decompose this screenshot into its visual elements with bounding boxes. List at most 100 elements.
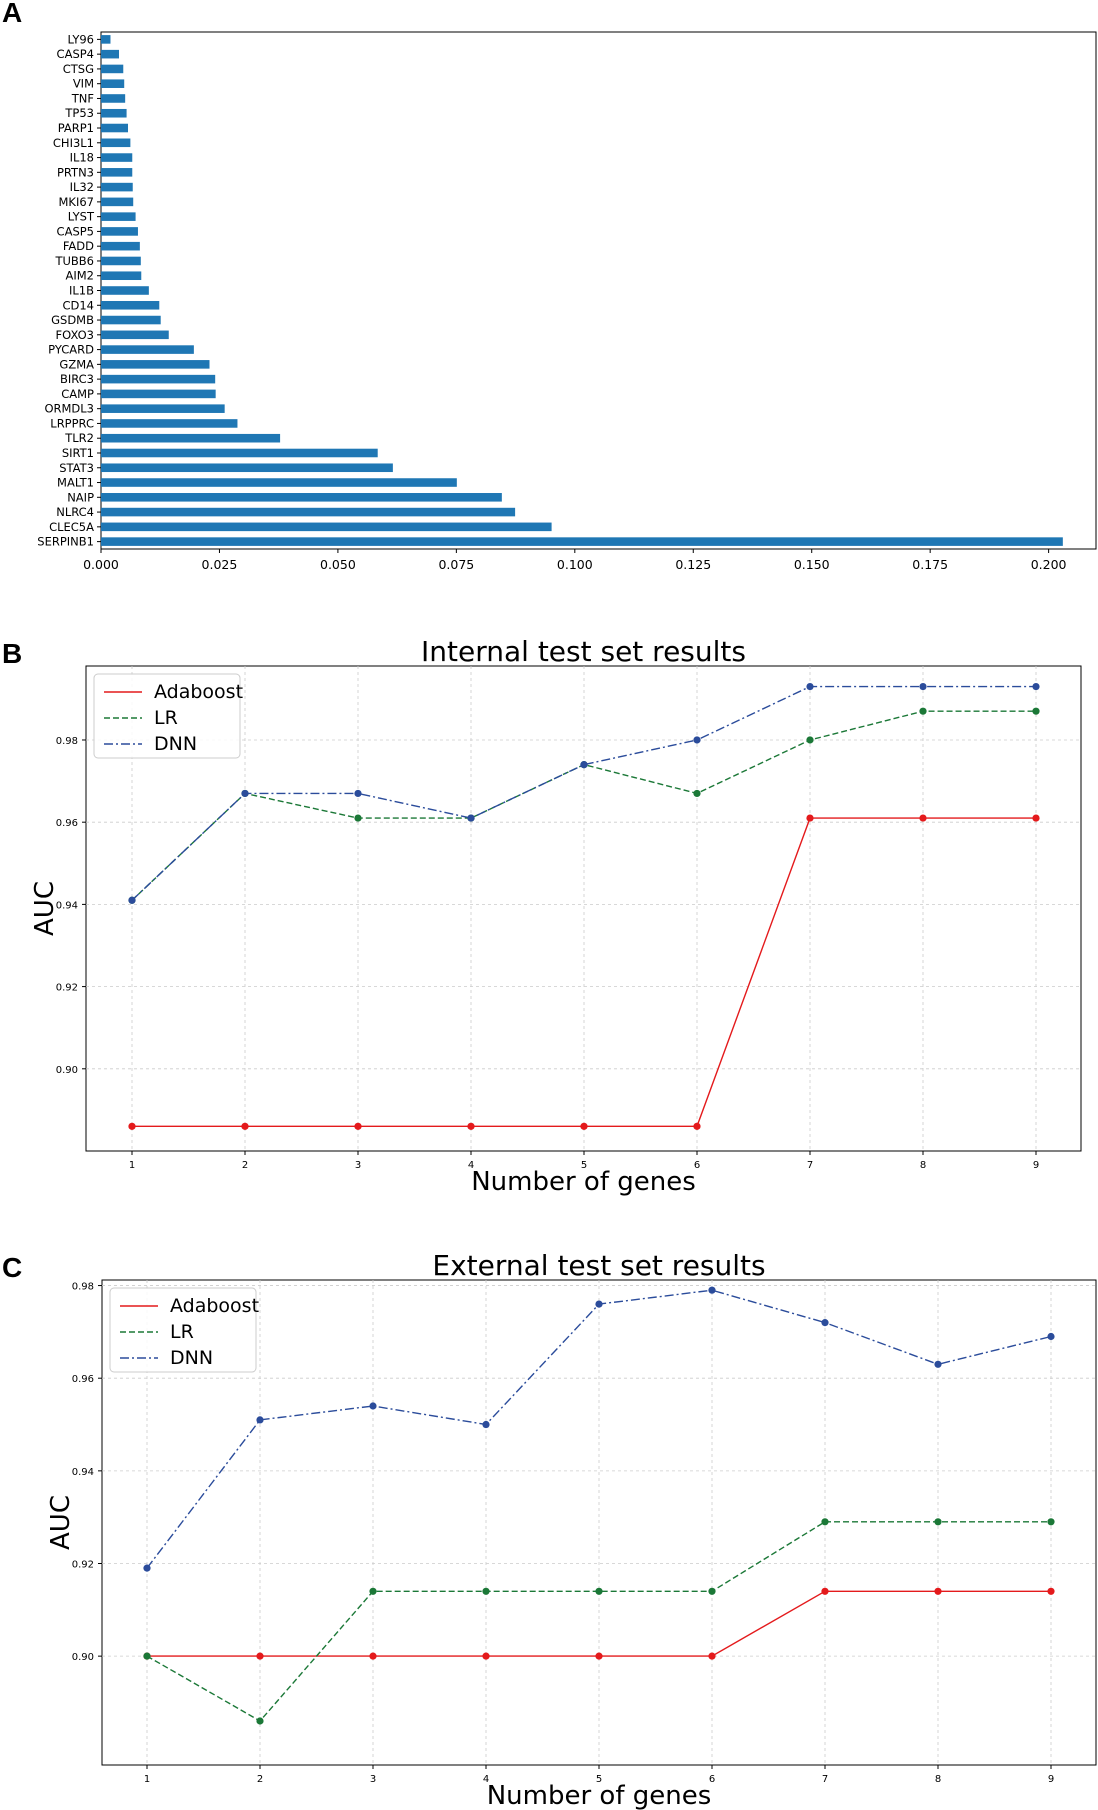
y-axis-label: AUC <box>30 881 60 936</box>
x-axis-label: Number of genes <box>487 1781 712 1810</box>
data-point-adaboost <box>482 1652 490 1660</box>
feature-importance-chart: LY96CASP4CTSGVIMTNFTP53PARP1CHI3L1IL18PR… <box>37 31 1097 572</box>
data-point-lr <box>821 1518 829 1526</box>
bar-sirt1 <box>101 448 378 458</box>
data-point-adaboost <box>369 1652 377 1660</box>
x-tick-label: 1 <box>144 1774 150 1785</box>
bar-mki67 <box>101 197 134 207</box>
data-point-adaboost <box>934 1587 942 1595</box>
bar-birc3 <box>101 374 216 384</box>
y-tick-label: IL32 <box>70 180 94 194</box>
panel-a-letter: A <box>2 0 22 28</box>
data-point-adaboost <box>919 814 927 822</box>
data-point-dnn <box>256 1416 264 1424</box>
y-tick-label: 0.94 <box>72 1467 94 1478</box>
legend-label-lr: LR <box>154 707 178 729</box>
data-point-adaboost <box>580 1122 588 1130</box>
x-tick-label: 0.100 <box>557 557 593 572</box>
y-tick-label: GZMA <box>59 357 94 371</box>
data-point-dnn <box>919 682 927 691</box>
internal-test-chart: 1 2 3 4 5 6 7 8 9 0.90 0.92 0.94 0.96 0.98 Adaboost LR D… <box>30 635 1082 1197</box>
y-tick-label: PARP1 <box>58 121 94 135</box>
x-tick-label: 4 <box>468 1160 474 1171</box>
bar-parp1 <box>101 123 129 133</box>
y-tick-label: 0.90 <box>72 1652 94 1663</box>
data-point-adaboost <box>1047 1587 1055 1595</box>
y-tick-label: LYST <box>68 210 95 224</box>
x-tick-label: 9 <box>1048 1774 1054 1785</box>
y-tick-label: BIRC3 <box>60 372 94 386</box>
bar-naip <box>101 493 502 502</box>
bar-fadd <box>101 241 140 251</box>
data-point-dnn <box>693 736 701 744</box>
x-tick-label: 0.050 <box>320 557 356 572</box>
data-point-dnn <box>821 1319 829 1327</box>
bar-casp5 <box>101 227 138 236</box>
bar-stat3 <box>101 463 393 473</box>
bar-il32 <box>101 182 133 192</box>
y-tick-label: TLR2 <box>64 431 94 445</box>
bar-cd14 <box>101 300 160 310</box>
y-tick-label: AIM2 <box>66 269 95 283</box>
data-point-adaboost <box>467 1122 475 1130</box>
data-point-lr <box>482 1587 490 1595</box>
data-point-lr <box>919 707 927 715</box>
data-point-lr <box>1032 707 1040 715</box>
legend-label-dnn: DNN <box>170 1347 213 1369</box>
data-point-dnn <box>1047 1332 1055 1341</box>
x-tick-label: 0.000 <box>83 557 119 572</box>
y-tick-label: 0.92 <box>56 983 78 994</box>
y-tick-label: GSDMB <box>51 313 94 327</box>
data-point-dnn <box>708 1286 716 1294</box>
data-point-lr <box>143 1652 151 1660</box>
bar-lrpprc <box>101 419 238 428</box>
y-tick-label: TUBB6 <box>54 254 94 268</box>
bar-serpinb1 <box>101 537 1063 546</box>
data-point-lr <box>693 789 701 798</box>
bar-chi3l1 <box>101 138 131 148</box>
y-tick-label: 0.98 <box>56 736 78 747</box>
panel-b-letter: B <box>2 638 22 669</box>
bar-lyst <box>101 212 136 221</box>
bar-il18 <box>101 153 133 162</box>
data-point-dnn <box>354 789 362 798</box>
y-tick-label: SIRT1 <box>62 446 94 460</box>
bar-pycard <box>101 345 194 354</box>
y-tick-label: MKI67 <box>59 195 95 209</box>
y-tick-label: CLEC5A <box>49 520 94 534</box>
x-tick-label: 0.150 <box>794 557 830 572</box>
x-tick-label: 8 <box>935 1774 941 1785</box>
data-point-lr <box>256 1717 264 1725</box>
y-tick-label: 0.94 <box>56 900 78 911</box>
data-point-dnn <box>128 896 136 904</box>
y-tick-label: 0.98 <box>72 1282 94 1293</box>
y-tick-label: 0.96 <box>72 1374 94 1385</box>
x-tick-label: 0.025 <box>202 557 238 572</box>
bar-il1b <box>101 286 149 295</box>
y-tick-label: PRTN3 <box>57 165 94 179</box>
x-tick-label: 3 <box>370 1774 376 1785</box>
data-point-lr <box>595 1587 603 1595</box>
x-tick-label: 7 <box>807 1160 813 1171</box>
bar-foxo3 <box>101 330 169 340</box>
y-tick-label: CASP5 <box>57 224 94 238</box>
bar-aim2 <box>101 271 142 281</box>
chart-title: External test set results <box>432 1249 765 1282</box>
x-tick-label: 0.175 <box>912 557 948 572</box>
data-point-adaboost <box>708 1652 716 1660</box>
series-line-dnn <box>131 685 1036 901</box>
data-point-adaboost <box>241 1122 249 1130</box>
chart-title: Internal test set results <box>421 635 746 668</box>
legend-label-adaboost: Adaboost <box>170 1295 259 1317</box>
legend-label-lr: LR <box>170 1321 194 1343</box>
x-tick-label: 0.075 <box>438 557 474 572</box>
data-point-dnn <box>482 1420 490 1429</box>
bar-casp4 <box>101 49 120 59</box>
data-point-lr <box>708 1587 716 1595</box>
data-point-dnn <box>934 1360 942 1368</box>
data-point-lr <box>369 1587 377 1595</box>
data-point-lr <box>1047 1518 1055 1526</box>
y-tick-label: IL1B <box>69 284 94 298</box>
bar-malt1 <box>101 478 457 487</box>
